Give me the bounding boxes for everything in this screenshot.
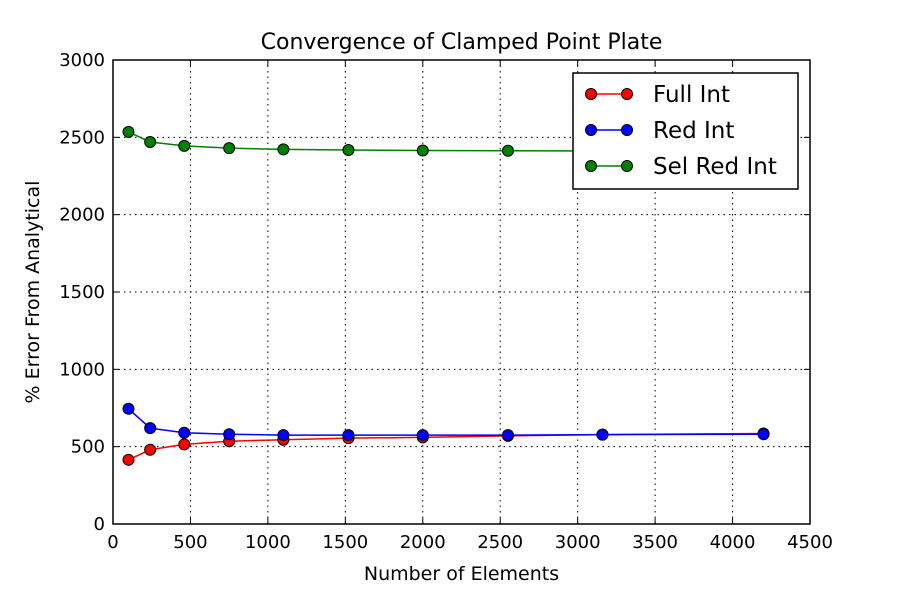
x-tick-label: 3500	[632, 532, 678, 553]
x-tick-label: 500	[173, 532, 207, 553]
data-point	[416, 429, 429, 442]
data-point	[144, 422, 157, 435]
data-point	[144, 443, 157, 456]
data-point	[178, 139, 191, 152]
x-tick-label: 2000	[400, 532, 446, 553]
x-tick-label: 0	[107, 532, 118, 553]
legend-item: Full Int	[585, 82, 730, 108]
data-point	[342, 429, 355, 442]
x-tick-label: 4000	[710, 532, 756, 553]
data-point	[501, 429, 514, 442]
y-tick-label: 1500	[59, 282, 105, 303]
data-point	[122, 453, 135, 466]
legend-item: Red Int	[585, 118, 734, 144]
legend-label: Red Int	[653, 118, 734, 144]
chart-title: Convergence of Clamped Point Plate	[261, 30, 663, 55]
data-point	[277, 143, 290, 156]
data-point	[501, 144, 514, 157]
data-point	[416, 144, 429, 157]
legend-label: Sel Red Int	[653, 154, 777, 180]
x-tick-label: 1000	[245, 532, 291, 553]
data-point	[596, 428, 609, 441]
data-point	[223, 428, 236, 441]
data-point	[277, 429, 290, 442]
data-series	[122, 125, 770, 466]
data-point	[122, 402, 135, 415]
y-tick-label: 3000	[59, 50, 105, 71]
legend-box	[572, 72, 799, 190]
data-point	[342, 144, 355, 157]
legend-label: Full Int	[653, 82, 730, 108]
legend-marker	[621, 88, 633, 100]
data-point	[144, 135, 157, 148]
legend-item: Sel Red Int	[585, 154, 777, 180]
data-point	[178, 438, 191, 451]
x-tick-label: 1500	[322, 532, 368, 553]
x-tick-label: 3000	[555, 532, 601, 553]
series-red-int	[122, 402, 770, 442]
y-tick-label: 2000	[59, 205, 105, 226]
legend-marker	[621, 160, 633, 172]
axis-ticks: 0 500 1000 1500 2000 2500 3000 3500 4000 4500 0 500…	[59, 50, 833, 553]
y-tick-label: 2500	[59, 127, 105, 148]
series-line	[127, 408, 764, 436]
y-axis-label: % Error From Analytical	[22, 181, 44, 404]
legend-marker	[621, 124, 633, 136]
legend-marker	[585, 124, 597, 136]
data-point	[223, 142, 236, 155]
legend-marker	[585, 160, 597, 172]
legend: Full Int Red Int Sel Red Int	[572, 72, 799, 190]
data-point	[122, 125, 135, 138]
y-tick-label: 0	[94, 514, 105, 535]
series-line	[128, 131, 764, 152]
x-tick-label: 2500	[477, 532, 523, 553]
data-point	[757, 428, 770, 441]
legend-marker	[585, 88, 597, 100]
x-axis-label: Number of Elements	[364, 563, 559, 585]
y-tick-label: 500	[71, 437, 105, 458]
x-tick-label: 4500	[787, 532, 833, 553]
y-tick-label: 1000	[59, 359, 105, 380]
data-point	[178, 426, 191, 439]
